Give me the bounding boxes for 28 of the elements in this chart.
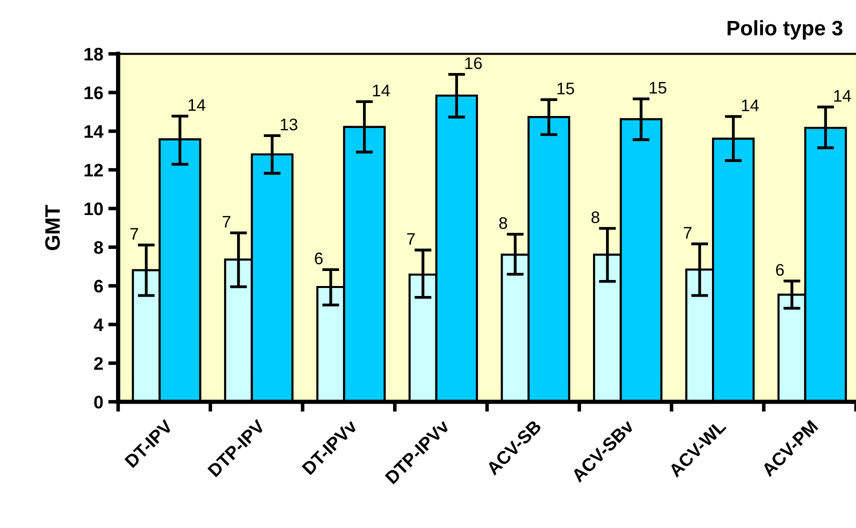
- data-label: 14: [373, 84, 390, 96]
- data-label: 8: [499, 217, 508, 229]
- y-tick-label: 18: [84, 48, 103, 61]
- data-label: 6: [776, 264, 784, 276]
- data-label: 13: [280, 118, 298, 130]
- data-label: 14: [834, 90, 851, 102]
- data-label: 7: [684, 227, 692, 238]
- data-label: 14: [188, 99, 206, 111]
- data-label: 8: [592, 211, 600, 224]
- data-label: 6: [314, 252, 323, 264]
- y-tick-label: 0: [94, 396, 103, 409]
- chart-title: Polio type 3: [728, 20, 842, 40]
- data-label: 7: [407, 233, 415, 245]
- y-tick-label: 6: [94, 280, 103, 293]
- data-label: 15: [558, 82, 574, 94]
- data-label: 14: [742, 100, 759, 112]
- y-tick-label: 4: [94, 318, 104, 332]
- data-label: 7: [222, 216, 230, 228]
- data-label: 15: [650, 82, 666, 94]
- y-tick-label: 14: [84, 125, 104, 138]
- data-label: 7: [130, 228, 138, 240]
- y-tick-label: 8: [94, 241, 103, 254]
- y-tick-label: 12: [84, 164, 103, 176]
- y-tick-label: 10: [84, 202, 103, 216]
- y-axis-title: GMT: [45, 204, 60, 250]
- y-tick-label: 2: [94, 357, 103, 370]
- data-label: 16: [465, 57, 482, 70]
- y-tick-label: 16: [84, 86, 103, 100]
